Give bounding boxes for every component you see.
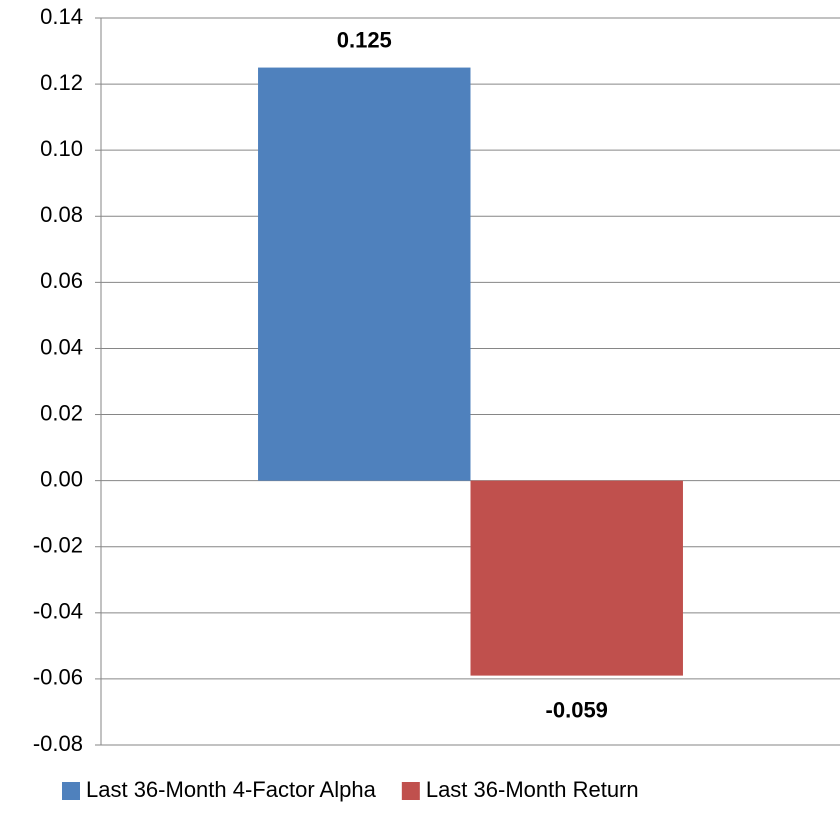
y-tick-label: -0.06	[33, 665, 83, 690]
data-label: 0.125	[337, 27, 392, 52]
y-tick-label: 0.06	[40, 268, 83, 293]
y-tick-label: 0.08	[40, 202, 83, 227]
bar	[470, 480, 683, 676]
data-label: -0.059	[546, 697, 608, 722]
bar	[258, 67, 471, 481]
y-tick-label: 0.14	[40, 4, 83, 29]
legend-swatch	[401, 782, 420, 800]
y-tick-label: 0.10	[40, 136, 83, 161]
legend-label: Last 36-Month 4-Factor Alpha	[86, 777, 377, 802]
y-tick-label: -0.08	[33, 731, 83, 756]
y-tick-label: 0.00	[40, 466, 83, 491]
y-tick-label: -0.04	[33, 599, 83, 624]
y-tick-label: 0.12	[40, 70, 83, 95]
y-tick-label: 0.02	[40, 400, 83, 425]
legend-label: Last 36-Month Return	[426, 777, 639, 802]
y-tick-label: 0.04	[40, 334, 83, 359]
legend-swatch	[62, 782, 80, 800]
y-tick-label: -0.02	[33, 533, 83, 558]
